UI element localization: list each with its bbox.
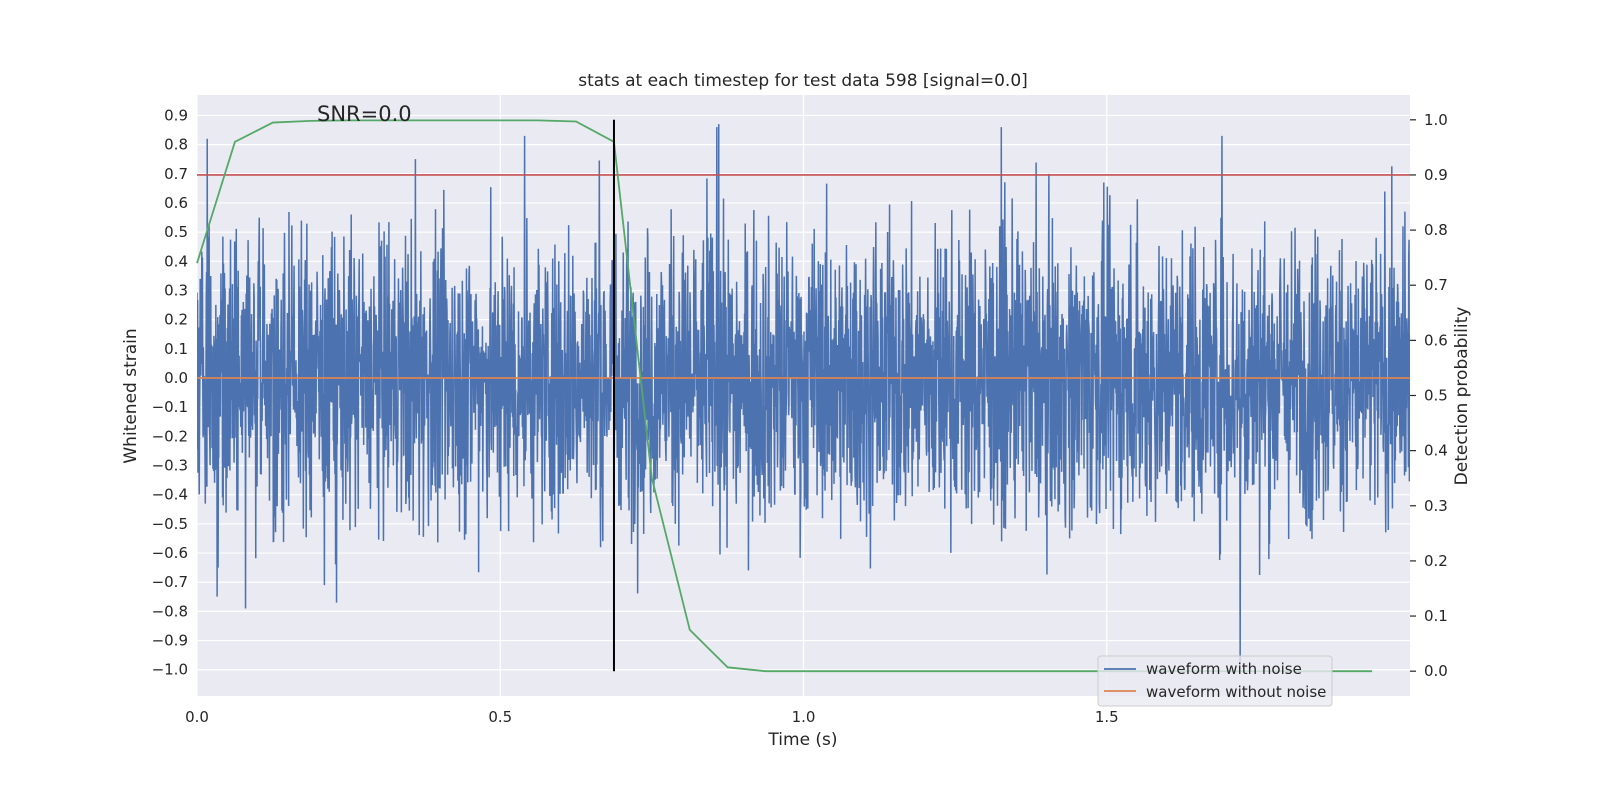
y-right-tick-label: 1.0 (1424, 111, 1448, 129)
legend: waveform with noise waveform without noi… (1097, 655, 1333, 707)
x-tick-label: 0.5 (488, 708, 512, 726)
y-left-tick-label: 0.7 (164, 165, 188, 183)
y-left-tick-label: −0.1 (152, 398, 188, 416)
y-left-tick-label: 0.2 (164, 311, 188, 329)
x-tick-label: 1.5 (1095, 708, 1119, 726)
y-right-tick-label: 0.5 (1424, 387, 1448, 405)
snr-annotation: SNR=0.0 (317, 102, 412, 126)
y-left-tick-label: 0.3 (164, 281, 188, 299)
x-axis-label: Time (s) (767, 730, 837, 750)
x-tick-label: 1.0 (792, 708, 816, 726)
y-axis-label-right: Detection probability (1452, 307, 1472, 486)
y-right-tick-label: 0.4 (1424, 442, 1448, 460)
y-left-tick-label: 0.0 (164, 369, 188, 387)
legend-label-clean: waveform without noise (1146, 683, 1326, 701)
y-left-tick-label: −0.8 (152, 602, 188, 620)
series-waveform-with-noise (197, 124, 1410, 664)
y-left-tick-label: 0.6 (164, 194, 188, 212)
y-right-tick-label: 0.6 (1424, 331, 1448, 349)
y-right-tick-label: 0.0 (1424, 662, 1448, 680)
y-left-tick-label: 0.5 (164, 223, 188, 241)
y-right-tick-label: 0.2 (1424, 552, 1448, 570)
y-left-tick-label: 0.8 (164, 136, 188, 154)
x-tick-label: 0.0 (185, 708, 209, 726)
y-left-tick-label: −0.9 (152, 632, 188, 650)
legend-box (1097, 655, 1333, 707)
legend-label-noise: waveform with noise (1146, 660, 1302, 678)
y-left-tick-label: −0.2 (152, 427, 188, 445)
y-right-tick-label: 0.1 (1424, 607, 1448, 625)
y-left-tick-label: 0.1 (164, 340, 188, 358)
y-left-tick-label: 0.9 (164, 106, 188, 124)
chart-title: stats at each timestep for test data 598… (578, 71, 1028, 91)
y-left-tick-label: −1.0 (152, 661, 188, 679)
y-left-tick-label: 0.4 (164, 252, 188, 270)
y-left-tick-label: −0.5 (152, 515, 188, 533)
y-left-tick-label: −0.7 (152, 573, 188, 591)
ticks-layer: 0.0 0.5 1.0 1.5 0.9 0.8 0.7 0.6 0.5 0.4 0.3 0.2 0.1 0… (152, 106, 1448, 726)
y-left-tick-label: −0.6 (152, 544, 188, 562)
y-right-tick-label: 0.7 (1424, 276, 1448, 294)
y-right-tick-label: 0.8 (1424, 221, 1448, 239)
y-right-tick-label: 0.9 (1424, 166, 1448, 184)
y-right-tick-label: 0.3 (1424, 497, 1448, 515)
y-left-tick-label: −0.3 (152, 457, 188, 475)
y-left-tick-label: −0.4 (152, 486, 188, 504)
y-axis-label-left: Whitened strain (121, 328, 141, 463)
